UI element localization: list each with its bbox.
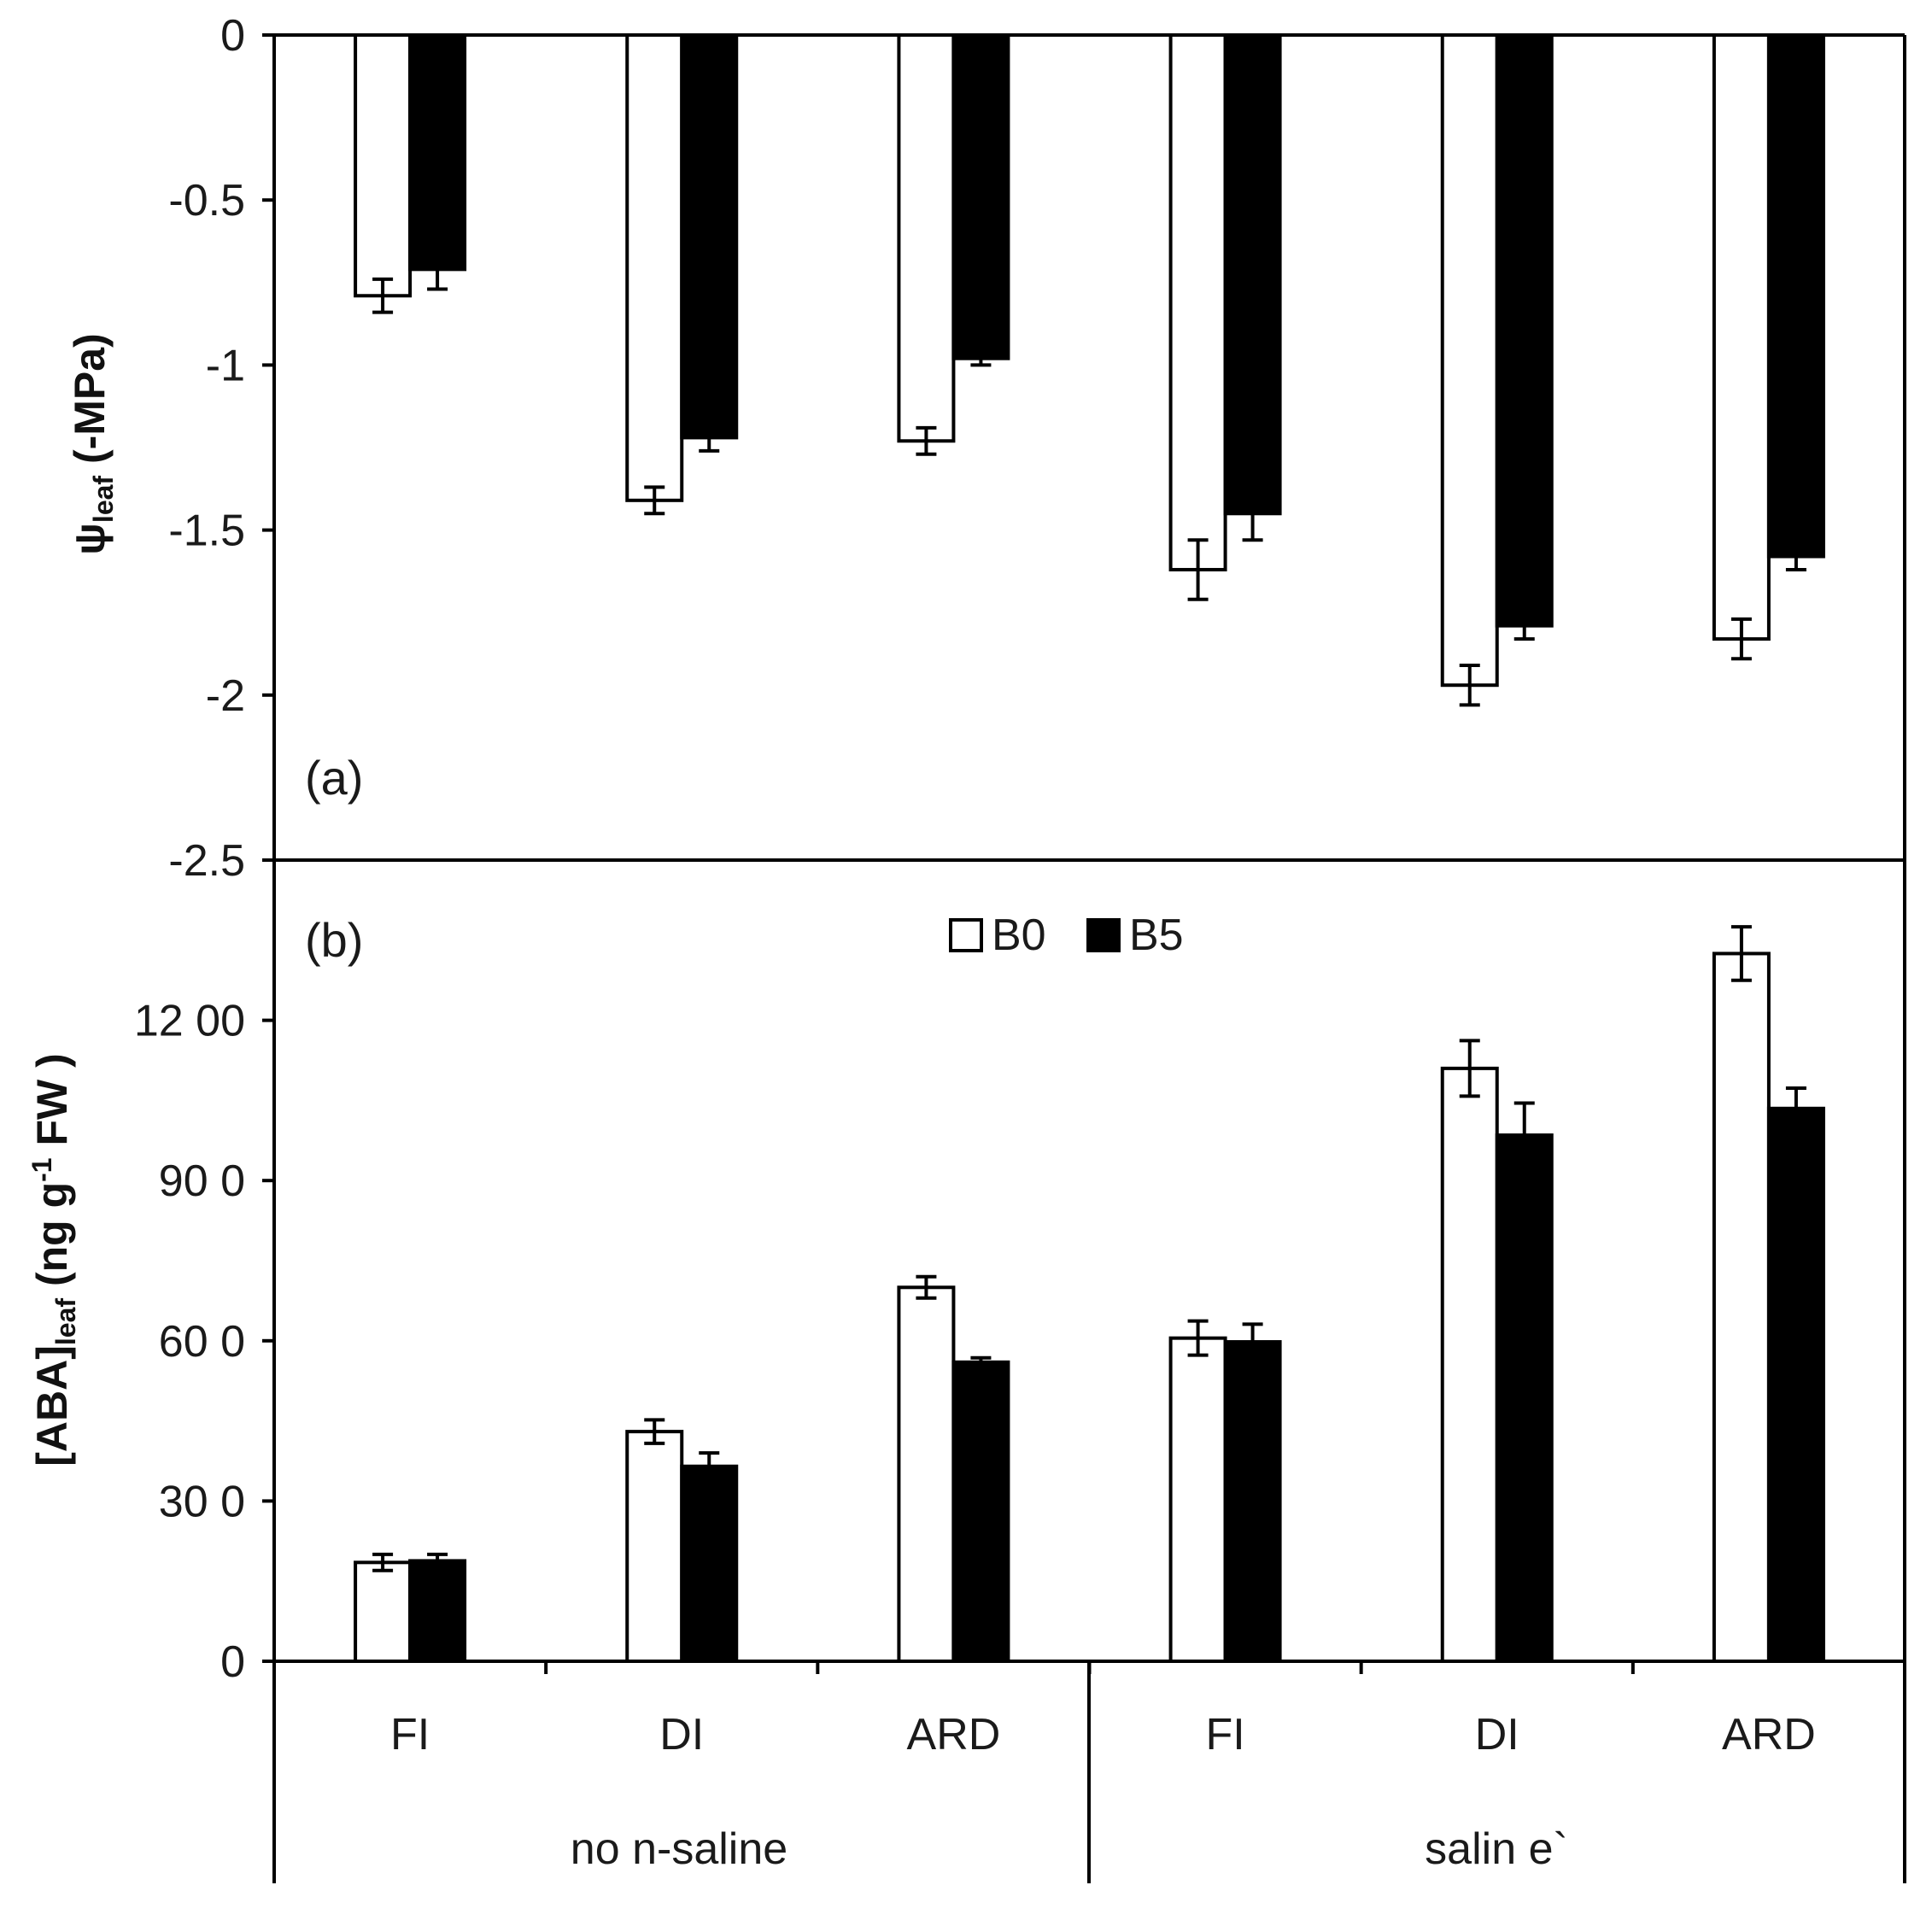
legend-swatch-b5: [1086, 918, 1121, 952]
panel-label-a: (a): [305, 751, 363, 805]
y-tick-label-1-1: 30 0: [159, 1477, 245, 1526]
bar-0-B0-2: [897, 33, 956, 443]
x-category-label-4: DI: [1475, 1710, 1519, 1759]
bar-0-B5-4: [1495, 33, 1554, 628]
label-layer: 0 -0.5 -1 -1.5 -2 -2.5 0 30 0 60 0 90 0 12 00 FI DI A…: [134, 11, 1816, 1759]
group-label-non-saline: no n-saline: [571, 1824, 787, 1874]
bar-1-B0-2: [897, 1285, 956, 1664]
bar-1-B0-4: [1440, 1066, 1499, 1663]
bar-0-B5-5: [1766, 33, 1825, 559]
bar-0-B5-0: [408, 33, 467, 272]
y-axis-title-a: ψleaf (-MPa): [66, 333, 119, 554]
y-tick-label-0-2: -1: [206, 341, 245, 390]
bar-1-B0-5: [1712, 951, 1771, 1663]
bar-1-B5-5: [1766, 1106, 1825, 1663]
y-tick-label-0-0: 0: [220, 11, 245, 61]
bar-0-B0-3: [1168, 33, 1227, 571]
x-category-label-3: FI: [1205, 1710, 1244, 1759]
y-tick-label-1-0: 0: [220, 1637, 245, 1687]
group-label-saline: salin e`: [1425, 1824, 1568, 1874]
bar-1-B0-1: [625, 1430, 684, 1664]
panel-label-b: (b): [305, 913, 363, 967]
bar-0-B5-2: [951, 33, 1010, 360]
bar-0-B5-3: [1223, 33, 1282, 516]
bar-0-B0-0: [354, 33, 413, 298]
bar-1-B5-1: [680, 1464, 739, 1663]
y-tick-label-1-2: 60 0: [159, 1317, 245, 1367]
bar-1-B0-0: [354, 1560, 413, 1664]
x-category-label-5: ARD: [1722, 1710, 1816, 1759]
bar-1-B0-3: [1168, 1336, 1227, 1663]
y-axis-title-b: [ABA]leaf (ng g-1 FW ): [26, 1053, 81, 1466]
bar-1-B5-4: [1495, 1133, 1554, 1663]
bar-1-B5-2: [951, 1360, 1010, 1664]
bar-0-B0-4: [1440, 33, 1499, 688]
y-tick-label-1-4: 12 00: [134, 997, 245, 1046]
y-tick-label-1-3: 90 0: [159, 1156, 245, 1206]
legend-swatch-b0: [949, 918, 983, 952]
y-tick-label-0-3: -1.5: [168, 506, 245, 556]
legend: B0 B5: [949, 910, 1184, 960]
bar-1-B5-0: [408, 1559, 467, 1664]
bar-0-B0-1: [625, 33, 684, 502]
bar-0-B0-5: [1712, 33, 1771, 641]
y-tick-label-0-5: -2.5: [168, 836, 245, 886]
x-category-label-1: DI: [659, 1710, 704, 1759]
axes-frame: [272, 33, 1906, 1883]
bar-layer: [354, 33, 1825, 1664]
bar-1-B5-3: [1223, 1340, 1282, 1663]
legend-label-b5: B5: [1129, 910, 1184, 960]
bar-0-B5-1: [680, 33, 739, 440]
tick-layer: [262, 33, 1635, 1674]
x-category-label-2: ARD: [907, 1710, 1001, 1759]
x-category-label-0: FI: [390, 1710, 430, 1759]
y-tick-label-0-4: -2: [206, 671, 245, 721]
y-tick-label-0-1: -0.5: [168, 176, 245, 225]
legend-label-b0: B0: [992, 910, 1046, 960]
